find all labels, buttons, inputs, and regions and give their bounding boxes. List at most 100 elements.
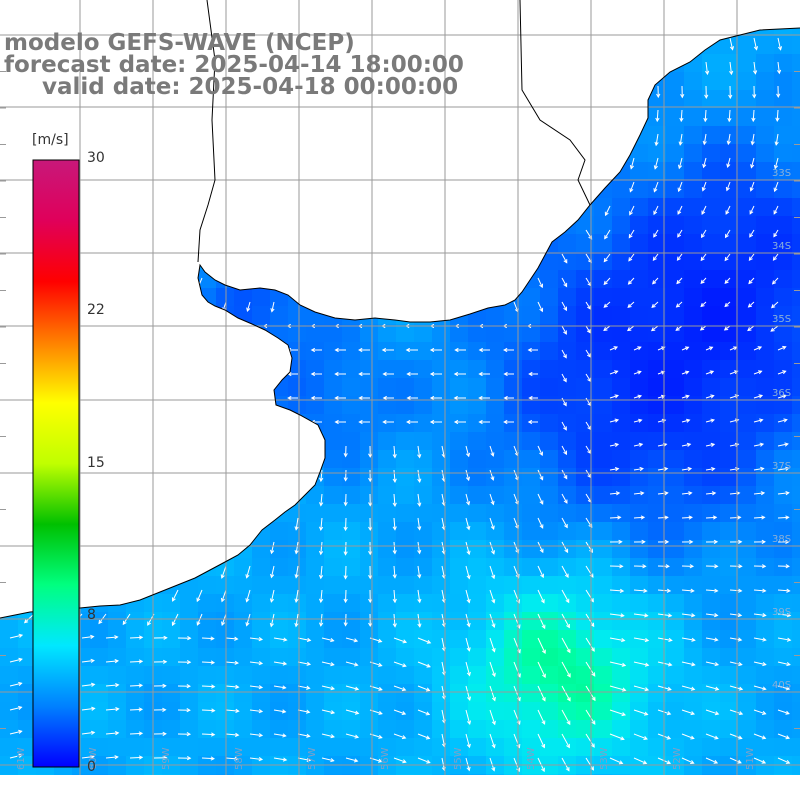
field-cell (594, 234, 613, 253)
field-cell (684, 126, 703, 145)
field-cell (216, 612, 235, 631)
field-cell (306, 720, 325, 739)
wind-arrow (537, 685, 546, 702)
field-cell (774, 54, 793, 73)
field-cell (594, 648, 613, 667)
wind-arrow (681, 515, 693, 520)
field-cell (396, 378, 415, 397)
wind-arrow (604, 205, 611, 217)
field-cell (666, 324, 685, 343)
field-cell (594, 396, 613, 415)
wind-arrow (627, 325, 635, 332)
field-cell (612, 738, 631, 757)
field-cell (756, 36, 775, 55)
field-cell (0, 666, 19, 685)
field-cell (756, 90, 775, 109)
field-cell (414, 360, 433, 379)
field-cell (666, 288, 685, 307)
wind-arrow (537, 661, 546, 679)
field-cell (666, 738, 685, 757)
field-cell (378, 666, 397, 685)
field-cell (756, 216, 775, 235)
field-cell (432, 450, 451, 469)
field-cell (702, 342, 721, 361)
wind-arrow (269, 589, 275, 603)
wind-arrow (319, 493, 324, 507)
field-cell (720, 342, 739, 361)
field-cell (504, 306, 523, 325)
wind-arrow (747, 301, 755, 308)
wind-arrow (675, 301, 683, 308)
wind-arrow (153, 731, 167, 736)
field-cell (792, 558, 800, 577)
field-cell (198, 666, 217, 685)
field-cell (540, 738, 559, 757)
field-cell (252, 540, 271, 559)
field-cell (504, 594, 523, 613)
wind-arrow (417, 445, 422, 459)
field-cell (702, 684, 721, 703)
field-cell (720, 504, 739, 523)
field-cell (378, 720, 397, 739)
field-cell (234, 630, 253, 649)
field-cell (774, 540, 793, 559)
field-cell (414, 540, 433, 559)
wind-arrow (343, 517, 348, 532)
field-cell (576, 306, 595, 325)
field-cell (630, 324, 649, 343)
field-cell (666, 684, 685, 703)
wind-arrow (537, 445, 543, 457)
wind-arrow (777, 515, 790, 520)
field-cell (414, 504, 433, 523)
field-cell (540, 360, 559, 379)
field-cell (756, 720, 775, 739)
field-cell (468, 666, 487, 685)
field-cell (666, 126, 685, 145)
wind-arrow (561, 733, 570, 749)
wind-arrow (753, 370, 763, 375)
field-cell (702, 252, 721, 271)
field-cell (666, 594, 685, 613)
field-cell (288, 684, 307, 703)
field-cell (396, 342, 415, 361)
field-cell (756, 270, 775, 289)
field-cell (612, 684, 631, 703)
field-cell (216, 720, 235, 739)
wind-arrow (201, 708, 216, 713)
field-cell (540, 612, 559, 631)
wind-arrow (609, 661, 627, 667)
field-cell (450, 702, 469, 721)
wind-arrow (777, 345, 787, 351)
field-cell (342, 594, 361, 613)
field-cell (324, 522, 343, 541)
wind-arrow (129, 755, 144, 760)
wind-arrow (729, 612, 743, 618)
field-cell (720, 558, 739, 577)
field-cell (648, 234, 667, 253)
field-cell (594, 360, 613, 379)
field-cell (648, 612, 667, 631)
field-cell (486, 378, 505, 397)
wind-arrow (609, 394, 619, 399)
field-cell (468, 396, 487, 415)
field-cell (720, 738, 739, 757)
field-cell (576, 720, 595, 739)
field-cell (576, 684, 595, 703)
field-cell (792, 540, 800, 559)
field-cell (342, 360, 361, 379)
wind-arrow (153, 755, 168, 760)
wind-arrow (345, 661, 359, 667)
colorbar-tick-30: 30 (87, 150, 105, 166)
field-cell (108, 648, 127, 667)
wind-arrow (429, 395, 442, 401)
wind-arrow (392, 565, 397, 579)
wind-arrow (478, 395, 490, 401)
field-cell (162, 630, 181, 649)
field-cell (432, 630, 451, 649)
field-cell (396, 594, 415, 613)
field-cell (720, 36, 739, 55)
field-cell (360, 378, 379, 397)
field-cell (540, 702, 559, 721)
wind-arrow (609, 370, 619, 375)
field-cell (594, 468, 613, 487)
